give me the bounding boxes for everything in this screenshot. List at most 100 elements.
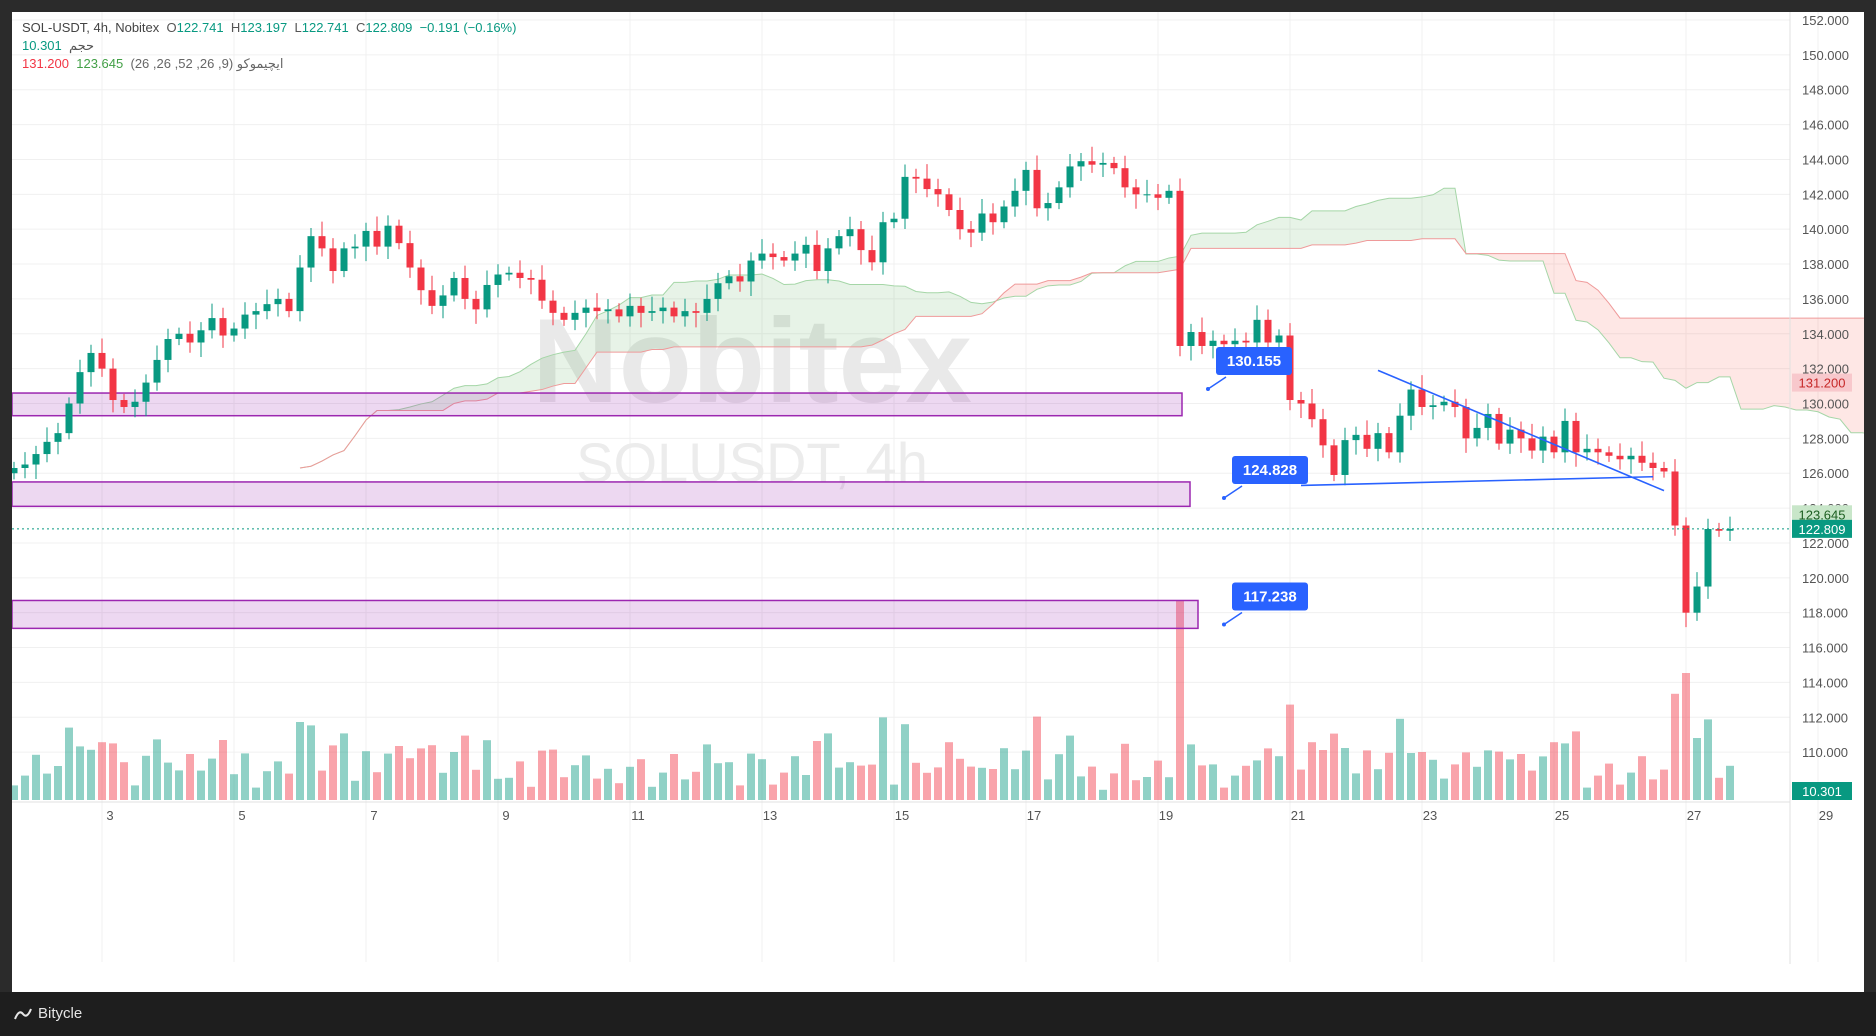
y-tick-16: 120.000	[1802, 571, 1849, 586]
candle-98	[1088, 146, 1096, 173]
cloud-seg-52	[872, 284, 883, 346]
candle-101	[1121, 155, 1129, 198]
candle-body-143	[1583, 448, 1591, 453]
volume-bar-113	[1253, 760, 1261, 800]
candle-47	[527, 269, 535, 295]
x-tick-13: 29	[1819, 808, 1833, 823]
candle-body-104	[1154, 194, 1162, 198]
volume-bar-117	[1297, 769, 1305, 800]
volume-bar-72	[802, 775, 810, 800]
candle-body-120	[1330, 445, 1338, 475]
candle-129	[1429, 394, 1437, 420]
candle-0	[12, 461, 18, 480]
candle-body-48	[538, 279, 546, 301]
candle-body-6	[76, 372, 84, 404]
candle-87	[967, 220, 975, 248]
change-value: −0.191 (−0.16%)	[419, 20, 517, 35]
candle-63	[703, 284, 711, 322]
candle-118	[1308, 389, 1316, 428]
candle-22	[252, 302, 260, 330]
candle-body-74	[824, 248, 832, 272]
cloud-seg-18	[498, 376, 509, 394]
candle-85	[945, 188, 953, 217]
volume-bar-7	[87, 749, 95, 800]
volume-bar-82	[912, 762, 920, 800]
cloud-seg-142	[1862, 318, 1864, 434]
cloud-seg-56	[916, 291, 927, 317]
cloud-seg-20	[520, 364, 531, 394]
volume-bar-144	[1594, 775, 1602, 800]
volume-bar-3	[43, 773, 51, 800]
cloud-seg-102	[1422, 194, 1433, 239]
cloud-seg-46	[806, 279, 817, 347]
candle-109	[1209, 330, 1217, 359]
cloud-seg-67	[1037, 280, 1048, 290]
symbol-label: SOL-USDT, 4h, Nobitex	[22, 20, 160, 35]
volume-bar-51	[571, 765, 579, 800]
tag-last-price-bg	[1792, 519, 1852, 538]
volume-bar-128	[1418, 752, 1426, 800]
candle-body-113	[1253, 319, 1261, 343]
volume-bar-84	[934, 767, 942, 800]
callout-leader-1	[1223, 485, 1243, 499]
volume-bar-108	[1198, 765, 1206, 800]
volume-bar-54	[604, 768, 612, 800]
candle-146	[1616, 443, 1624, 470]
volume-bar-89	[989, 769, 997, 800]
candle-body-77	[857, 229, 865, 251]
candle-body-91	[1011, 190, 1019, 207]
cloud-seg-23	[553, 352, 564, 387]
tag-span-b-bg	[1792, 373, 1852, 392]
candle-119	[1319, 408, 1327, 458]
candle-body-37	[417, 267, 425, 291]
volume-bar-69	[769, 784, 777, 800]
cloud-seg-120	[1620, 318, 1631, 358]
candle-body-21	[241, 314, 249, 329]
chart-frame[interactable]: Nobitex SOLUSDT, 4h 130.155 124.828 117.238 1…	[12, 12, 1864, 992]
footer-brand[interactable]: Bitycle	[14, 1005, 82, 1022]
cloud-seg-127	[1697, 318, 1708, 383]
volume-bar-19	[219, 740, 227, 800]
candle-body-87	[967, 229, 975, 233]
candle-64	[714, 272, 722, 312]
volume-bar-48	[538, 750, 546, 800]
volume-bar-71	[791, 756, 799, 800]
candle-120	[1330, 439, 1338, 482]
volume-bar-47	[527, 786, 535, 800]
candle-45	[505, 266, 513, 281]
volume-bar-119	[1319, 750, 1327, 800]
candle-147	[1627, 447, 1635, 474]
volume-bar-12	[142, 755, 150, 800]
callout-dot-2	[1222, 622, 1226, 627]
candle-128	[1418, 375, 1426, 416]
candle-117	[1297, 391, 1305, 418]
callout-label-2: 117.238	[1243, 588, 1296, 605]
cloud-seg-109	[1499, 253, 1510, 261]
candle-60	[670, 301, 678, 323]
candle-body-84	[934, 189, 942, 195]
cloud-seg-113	[1543, 253, 1554, 294]
volume-bar-52	[582, 755, 590, 800]
candle-126	[1396, 403, 1404, 463]
candle-14	[164, 328, 172, 373]
volume-bar-79	[879, 717, 887, 800]
volume-bar-33	[373, 772, 381, 800]
candle-61	[681, 298, 689, 327]
cloud-seg-126	[1686, 318, 1697, 389]
volume-bar-66	[736, 785, 744, 800]
tag-volume-bg	[1792, 782, 1852, 800]
candle-44	[494, 264, 502, 298]
cloud-seg-54	[894, 285, 905, 334]
candle-body-86	[956, 210, 964, 230]
candle-127	[1407, 381, 1415, 431]
cloud-seg-64	[1004, 284, 1015, 299]
volume-bar-39	[439, 772, 447, 800]
candle-body-42	[472, 298, 480, 310]
candle-body-22	[252, 311, 260, 315]
cloud-seg-68	[1048, 280, 1059, 286]
volume-bar-147	[1627, 772, 1635, 800]
footer-brand-label: Bitycle	[38, 1005, 83, 1022]
cloud-seg-99	[1389, 198, 1400, 241]
volume-bar-53	[593, 778, 601, 800]
